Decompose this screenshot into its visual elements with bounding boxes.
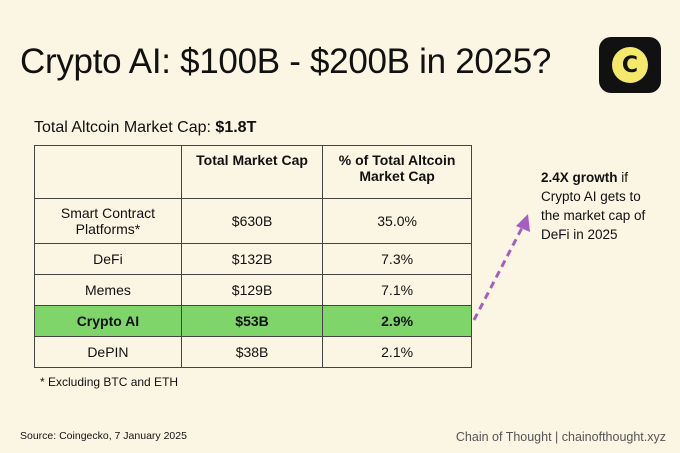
growth-annotation: 2.4X growth if Crypto AI gets to the mar… xyxy=(541,168,661,244)
table-row: DeFi $132B 7.3% xyxy=(34,243,472,275)
table-row-highlighted: Crypto AI $53B 2.9% xyxy=(34,305,472,337)
row-category: DePIN xyxy=(34,336,182,368)
footnote: * Excluding BTC and ETH xyxy=(40,375,179,389)
row-category: Smart Contract Platforms* xyxy=(34,198,182,244)
row-market-cap: $53B xyxy=(180,305,324,337)
logo-glyph: C xyxy=(612,47,648,83)
total-altcoin-market-cap: Total Altcoin Market Cap: $1.8T xyxy=(34,119,256,137)
source-note: Source: Coingecko, 7 January 2025 xyxy=(20,430,187,442)
table-row: Smart Contract Platforms* $630B 35.0% xyxy=(34,198,472,244)
row-percent: 7.3% xyxy=(322,243,472,275)
market-cap-table: Total Market Cap % of Total Altcoin Mark… xyxy=(34,145,472,368)
row-percent: 2.9% xyxy=(322,305,472,337)
row-category: Memes xyxy=(34,274,182,306)
growth-annotation-text: if Crypto AI gets to the market cap of D… xyxy=(541,170,646,242)
subtitle-label: Total Altcoin Market Cap: xyxy=(34,119,211,136)
header-percent-of-total: % of Total Altcoin Market Cap xyxy=(322,145,472,199)
table-row: DePIN $38B 2.1% xyxy=(34,336,472,368)
row-market-cap: $630B xyxy=(180,198,324,244)
table-header-row: Total Market Cap % of Total Altcoin Mark… xyxy=(34,145,472,199)
dashed-arrow-icon xyxy=(472,214,530,321)
page-title: Crypto AI: $100B - $200B in 2025? xyxy=(20,42,552,81)
row-market-cap: $132B xyxy=(180,243,324,275)
row-category: Crypto AI xyxy=(34,305,182,337)
chain-of-thought-logo-icon: C xyxy=(599,37,661,93)
row-category: DeFi xyxy=(34,243,182,275)
subtitle-value: $1.8T xyxy=(215,119,257,136)
row-market-cap: $129B xyxy=(180,274,324,306)
row-percent: 35.0% xyxy=(322,198,472,244)
row-market-cap: $38B xyxy=(180,336,324,368)
row-percent: 2.1% xyxy=(322,336,472,368)
growth-annotation-bold: 2.4X growth xyxy=(541,170,618,185)
table-row: Memes $129B 7.1% xyxy=(34,274,472,306)
brand-credit: Chain of Thought | chainofthought.xyz xyxy=(455,430,666,444)
header-total-market-cap: Total Market Cap xyxy=(180,145,324,199)
row-percent: 7.1% xyxy=(322,274,472,306)
header-category xyxy=(34,145,182,199)
